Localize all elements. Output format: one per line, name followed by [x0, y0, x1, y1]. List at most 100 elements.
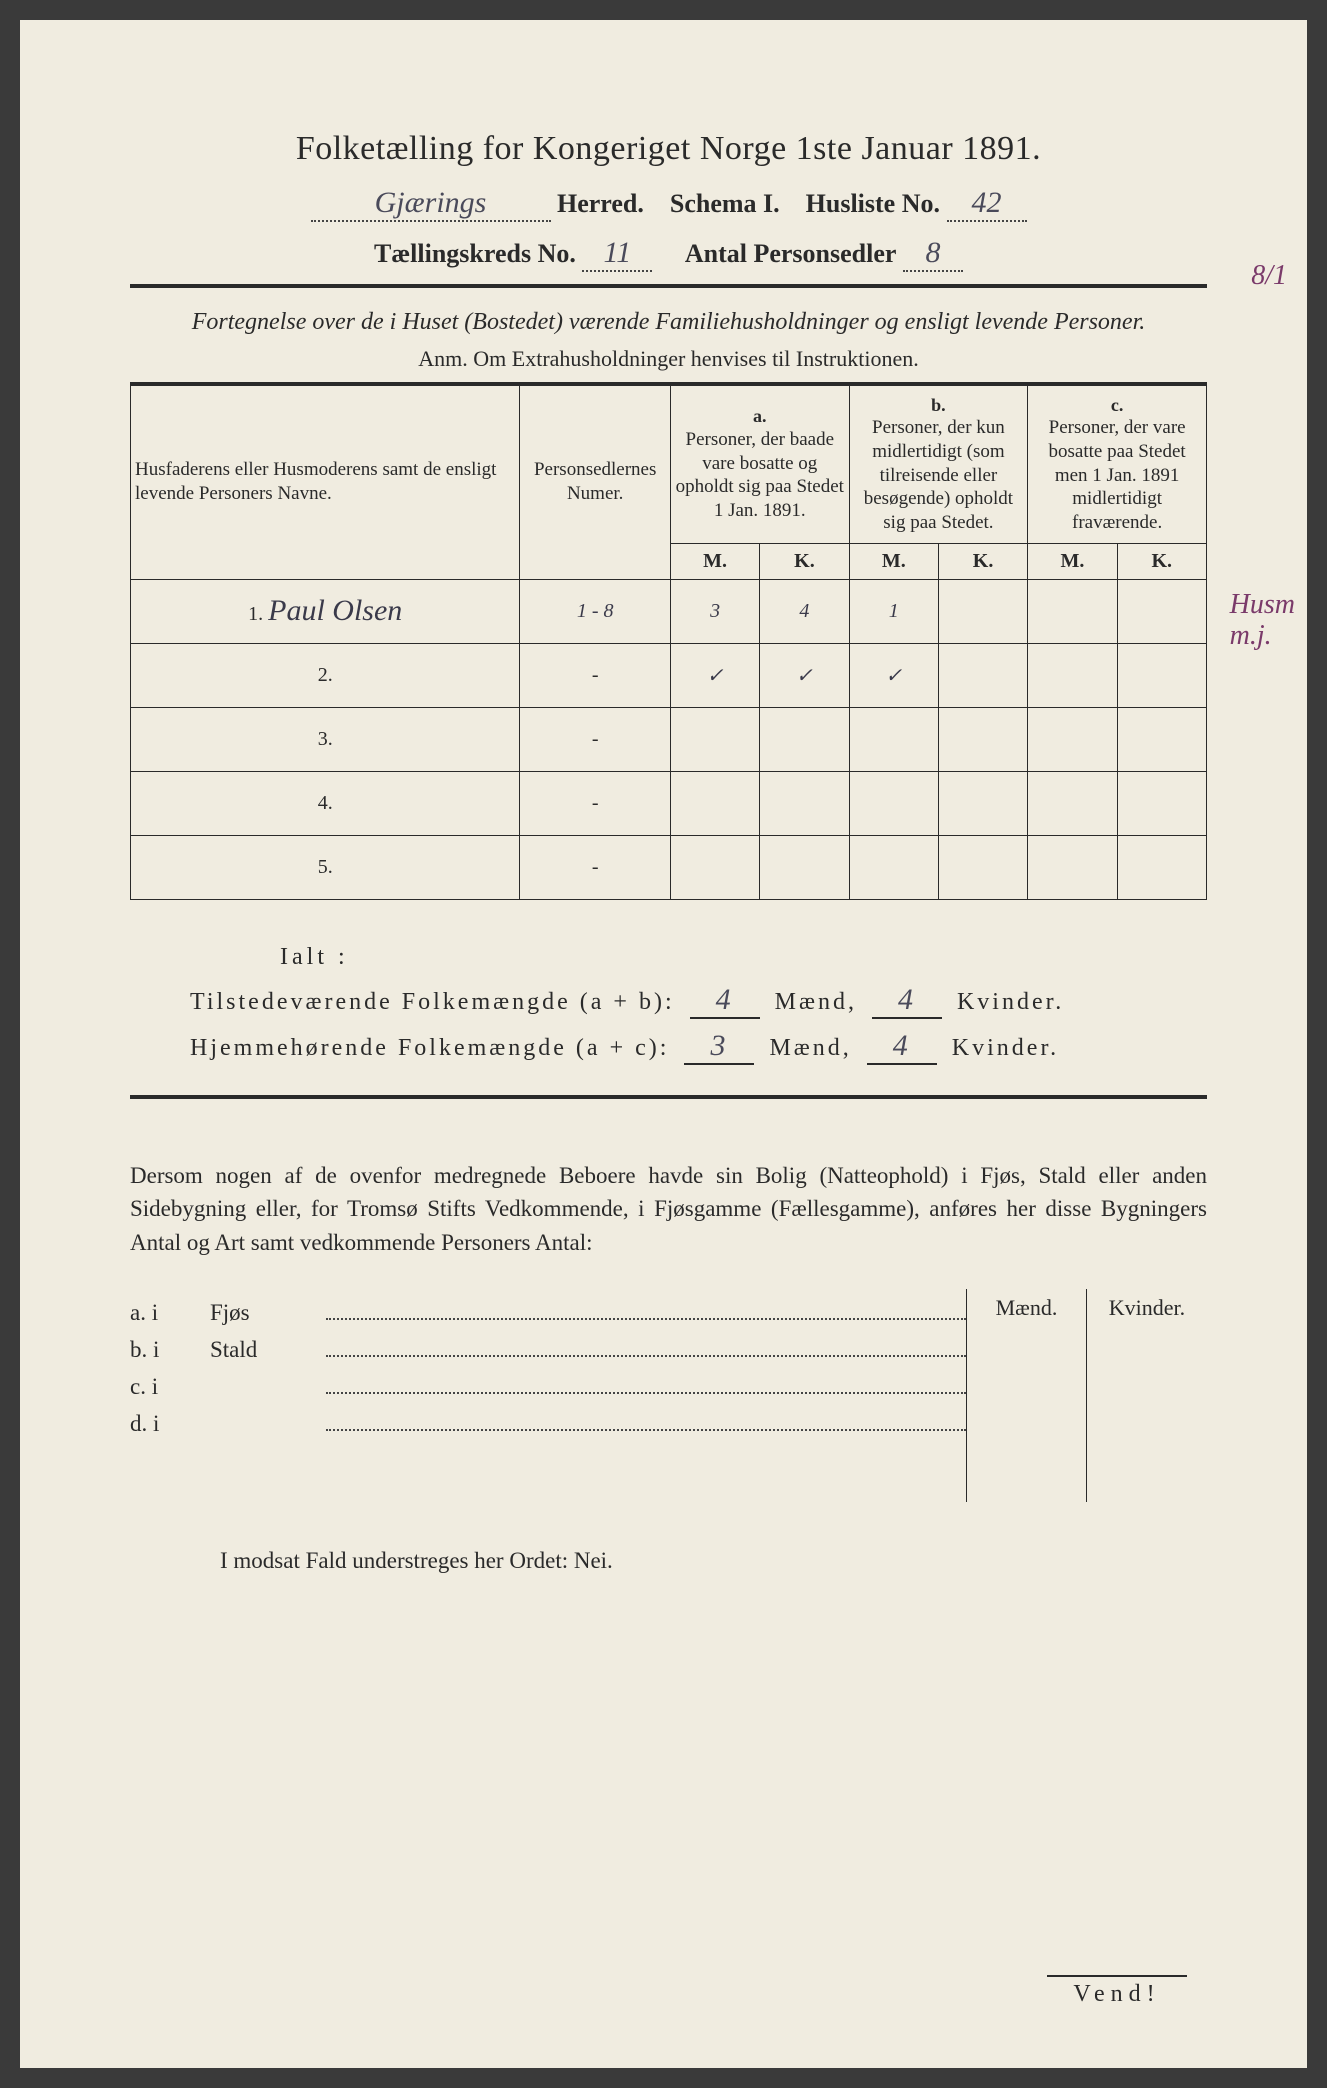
row-n: 1. [248, 603, 263, 625]
dots [326, 1334, 966, 1357]
cell [938, 579, 1027, 643]
b-lbl: b. i [130, 1337, 210, 1363]
cell [849, 771, 938, 835]
mk-wrapper: Mænd. Kvinder. [966, 1289, 1207, 1502]
sum-line-2: Hjemmehørende Folkemængde (a + c): 3 Mæn… [190, 1029, 1207, 1065]
table-row: 4. - [131, 771, 1207, 835]
dots [326, 1408, 966, 1431]
col-name-header: Husfaderens eller Husmoderens samt de en… [131, 384, 520, 580]
cell [1117, 579, 1206, 643]
cell [670, 707, 759, 771]
col-a-k: K. [760, 543, 849, 579]
building-left: a. i Fjøs b. i Stald c. i d. i [130, 1289, 966, 1502]
cell [670, 835, 759, 899]
dots [326, 1297, 966, 1320]
maend-label: Mænd, [775, 989, 857, 1015]
building-row: c. i [130, 1371, 966, 1400]
col-name-text: Husfaderens eller Husmoderens samt de en… [135, 459, 496, 504]
building-row: d. i [130, 1408, 966, 1437]
dots [326, 1371, 966, 1394]
mk-maend: Mænd. [967, 1289, 1087, 1327]
sum-line-1: Tilstedeværende Folkemængde (a + b): 4 M… [190, 983, 1207, 1019]
kvinder-label-2: Kvinder. [952, 1035, 1059, 1061]
col-b-k: K. [938, 543, 1027, 579]
cell: ✓ [760, 643, 849, 707]
cell [1117, 707, 1206, 771]
table-row: 5. - [131, 835, 1207, 899]
census-table: Husfaderens eller Husmoderens samt de en… [130, 382, 1207, 900]
cell [1028, 835, 1117, 899]
cell: 3 [670, 579, 759, 643]
col-c-m: M. [1028, 543, 1117, 579]
row-num: 1 - 8 [520, 579, 671, 643]
cell: 4 [760, 579, 849, 643]
herred-field: Gjærings [311, 186, 551, 222]
col-c-k: K. [1117, 543, 1206, 579]
b-lbl: a. i [130, 1300, 210, 1326]
sum2-m: 3 [684, 1029, 754, 1065]
cell: ✓ [849, 643, 938, 707]
maend-label-2: Mænd, [769, 1035, 851, 1061]
sum2-label: Hjemmehørende Folkemængde (a + c): [190, 1035, 669, 1061]
kvinder-label: Kvinder. [957, 989, 1064, 1015]
cell [1028, 579, 1117, 643]
building-row: b. i Stald [130, 1334, 966, 1363]
census-form-page: Folketælling for Kongeriget Norge 1ste J… [20, 20, 1307, 2068]
building-block: a. i Fjøs b. i Stald c. i d. i [130, 1289, 1207, 1502]
mk-header: Mænd. Kvinder. [966, 1289, 1207, 1327]
cell [938, 771, 1027, 835]
ialt-label: Ialt : [280, 944, 1207, 971]
sum1-m: 4 [690, 983, 760, 1019]
table-row: 2. - ✓ ✓ ✓ [131, 643, 1207, 707]
mk-kvinder: Kvinder. [1087, 1289, 1207, 1327]
row-name: 2. [131, 643, 520, 707]
cell [1117, 835, 1206, 899]
cell [760, 707, 849, 771]
building-paragraph: Dersom nogen af de ovenfor medregnede Be… [130, 1159, 1207, 1259]
building-row: a. i Fjøs [130, 1297, 966, 1326]
row-name: 3. [131, 707, 520, 771]
cell [849, 835, 938, 899]
row-num: - [520, 771, 671, 835]
cell [670, 771, 759, 835]
census-tbody: 1. Paul Olsen 1 - 8 3 4 1 2. - ✓ ✓ ✓ 3 [131, 579, 1207, 899]
cell: ✓ [670, 643, 759, 707]
anm-note: Anm. Om Extrahusholdninger henvises til … [130, 346, 1207, 372]
rule-1 [130, 284, 1207, 288]
b-lbl: d. i [130, 1411, 210, 1437]
col-b-desc: Personer, der kun midlertidigt (som tilr… [854, 416, 1024, 535]
cell: 1 [849, 579, 938, 643]
kreds-label: Tællingskreds No. [374, 239, 576, 268]
cell [760, 771, 849, 835]
col-a-label: a. [675, 405, 845, 428]
cell [1117, 771, 1206, 835]
row-name: 5. [131, 835, 520, 899]
cell [938, 707, 1027, 771]
table-row: 3. - [131, 707, 1207, 771]
b-txt: Stald [210, 1337, 320, 1363]
col-b-header: b. Personer, der kun midlertidigt (som t… [849, 384, 1028, 544]
row-num: - [520, 643, 671, 707]
col-c-header: c. Personer, der vare bosatte paa Stedet… [1028, 384, 1207, 544]
form-title: Folketælling for Kongeriget Norge 1ste J… [130, 130, 1207, 168]
row-person-name: Paul Olsen [268, 594, 402, 627]
subtitle: Fortegnelse over de i Huset (Bostedet) v… [130, 306, 1207, 340]
vend-label: Vend! [1047, 1975, 1187, 2008]
antal-label: Antal Personsedler [685, 239, 897, 268]
col-b-m: M. [849, 543, 938, 579]
table-row: 1. Paul Olsen 1 - 8 3 4 1 [131, 579, 1207, 643]
row-num: - [520, 835, 671, 899]
b-txt: Fjøs [210, 1300, 320, 1326]
cell [760, 835, 849, 899]
cell [938, 835, 1027, 899]
mk-body [966, 1327, 1207, 1502]
kreds-no: 11 [582, 236, 652, 272]
col-b-label: b. [854, 394, 1024, 417]
b-lbl: c. i [130, 1374, 210, 1400]
col-num-header: Personsedlernes Numer. [520, 384, 671, 580]
mk-body-m [967, 1327, 1087, 1502]
row-name: 4. [131, 771, 520, 835]
husliste-label: Husliste No. [806, 189, 940, 218]
sum1-k: 4 [872, 983, 942, 1019]
schema-label: Schema I. [670, 189, 780, 218]
